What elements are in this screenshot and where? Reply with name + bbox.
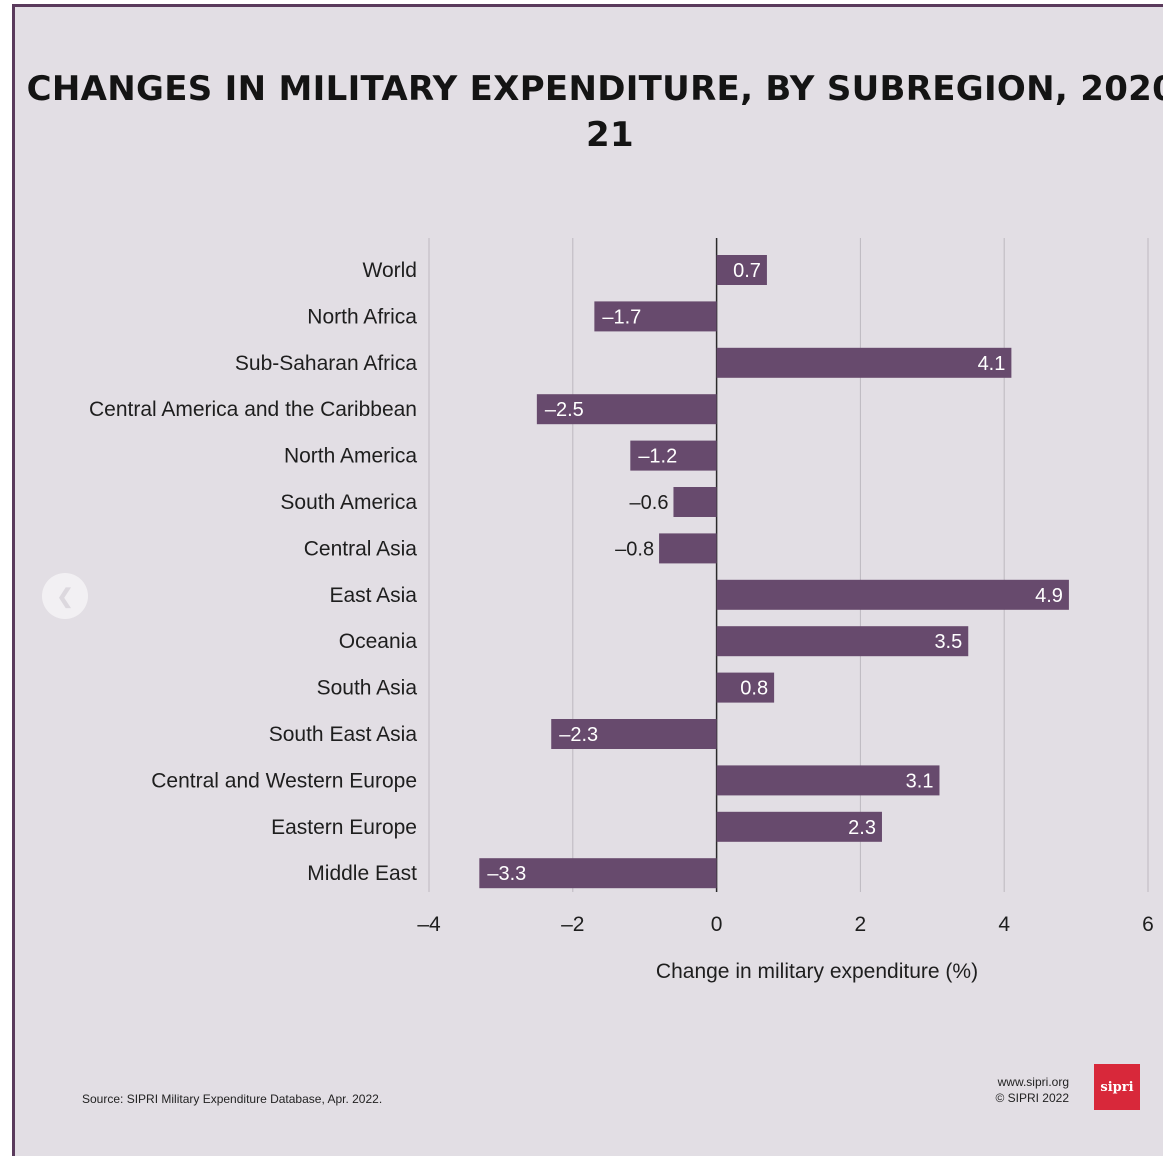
bar [716,765,940,796]
data-label: –2.5 [545,399,584,421]
bar [716,579,1069,610]
credit-url[interactable]: www.sipri.org [997,1075,1069,1089]
category-label: South America [280,491,417,514]
bar [630,440,717,471]
bar [536,394,717,425]
bar [716,626,969,657]
data-label: –2.3 [559,724,598,746]
bar [716,255,767,285]
data-label: –1.7 [602,306,641,328]
chart-title: CHANGES IN MILITARY EXPENDITURE, BY SUBR… [26,69,1163,155]
category-label: Central America and the Caribbean [89,398,417,421]
data-label: 3.5 [934,631,962,653]
category-label: North America [284,445,417,468]
x-axis-title: Change in military expenditure (%) [656,960,978,983]
data-label: 2.3 [848,817,876,839]
data-label: 3.1 [906,770,934,792]
source-note: Source: SIPRI Military Expenditure Datab… [82,1092,383,1106]
sipri-logo: sipri [1094,1064,1140,1110]
bar [716,347,1012,378]
data-label: 4.9 [1035,585,1063,607]
credit-copyright: © SIPRI 2022 [995,1091,1069,1105]
category-label: South Asia [317,677,418,700]
chevron-left-icon: ❮ [56,585,74,608]
data-label: 4.1 [978,353,1006,375]
x-tick-label: –4 [417,913,441,936]
category-label: Central Asia [304,537,418,560]
bar [594,301,717,332]
x-tick-label: 0 [711,913,723,936]
data-label: 0.8 [740,678,768,700]
category-label: World [363,259,417,282]
category-label: Sub-Saharan Africa [235,352,417,375]
x-tick-label: 6 [1142,913,1154,936]
previous-slide-button[interactable]: ❮ [42,573,88,619]
category-label: Eastern Europe [271,816,417,839]
bar [551,719,717,749]
credit-block: www.sipri.org © SIPRI 2022 [995,1074,1069,1106]
data-label: –0.8 [615,538,654,560]
bar [659,533,717,564]
category-label: South East Asia [269,723,418,746]
x-tick-label: –2 [561,913,584,936]
data-label: –3.3 [487,863,526,885]
data-label: 0.7 [733,260,761,282]
category-label: Oceania [339,630,418,653]
bar [716,811,882,842]
category-label: Central and Western Europe [151,769,417,792]
data-label: –1.2 [638,446,677,468]
category-label: North Africa [307,305,417,328]
category-label: Middle East [307,862,417,885]
x-tick-label: 2 [855,913,867,936]
bar [479,858,717,889]
data-label: –0.6 [630,492,669,514]
bar [716,672,775,703]
bar [673,487,717,517]
x-tick-label: 4 [998,913,1010,936]
category-label: East Asia [329,584,417,607]
